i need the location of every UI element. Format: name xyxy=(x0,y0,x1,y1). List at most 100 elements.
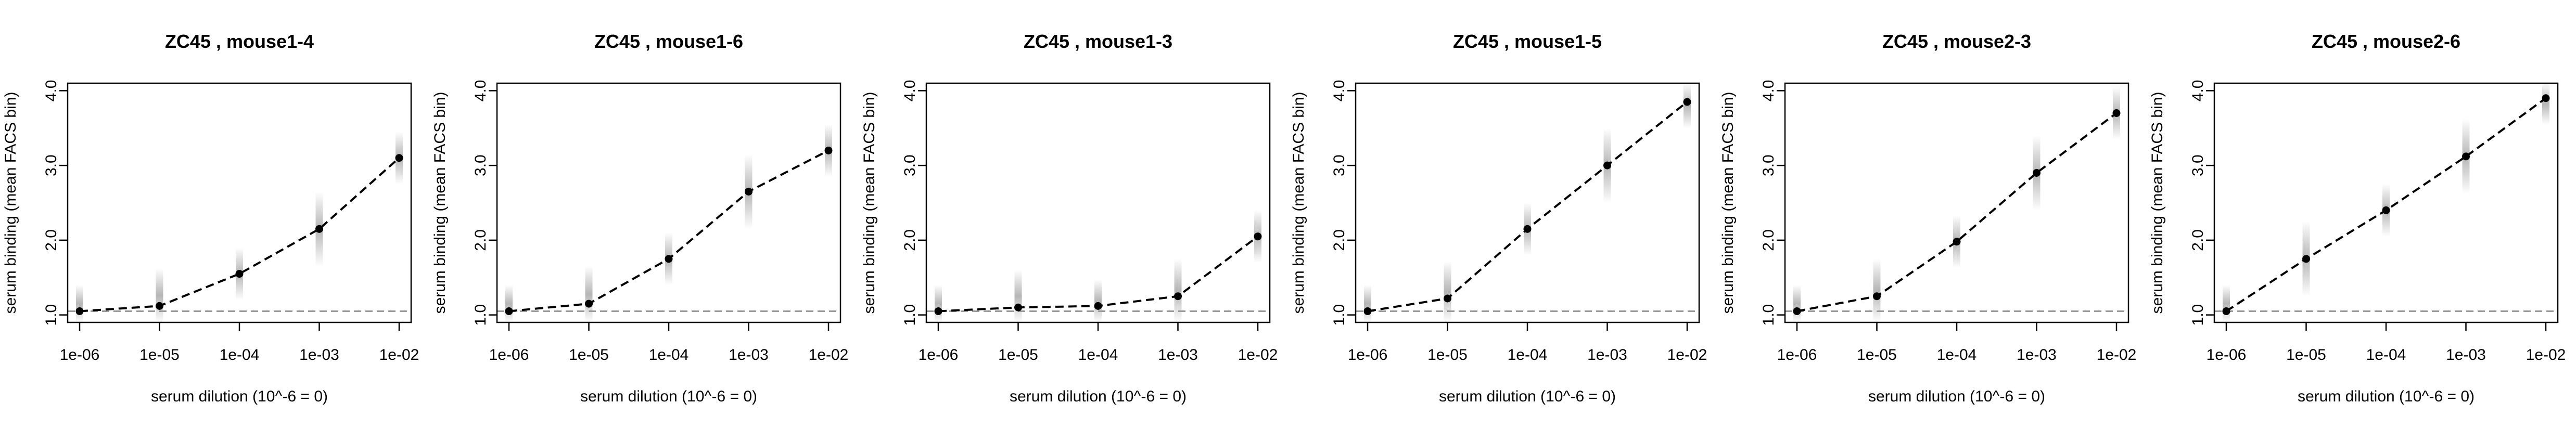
chart-title: ZC45 , mouse1-4 xyxy=(165,31,314,52)
y-axis-label: serum binding (mean FACS bin) xyxy=(1290,92,1307,314)
x-tick-label: 1e-03 xyxy=(729,346,769,363)
x-tick-label: 1e-06 xyxy=(489,346,529,363)
series-line xyxy=(79,157,400,313)
y-tick-label: 4.0 xyxy=(43,80,60,102)
x-tick-label: 1e-02 xyxy=(2526,346,2566,363)
chart-title: ZC45 , mouse2-3 xyxy=(1882,31,2031,52)
data-point xyxy=(1254,232,1262,241)
y-tick-label: 2.0 xyxy=(1331,229,1348,251)
distribution-band xyxy=(1873,258,1881,322)
y-tick-label: 1.0 xyxy=(901,304,919,326)
x-tick-label: 1e-02 xyxy=(1238,346,1278,363)
x-tick-label: 1e-05 xyxy=(998,346,1038,363)
x-tick-label: 1e-05 xyxy=(2286,346,2326,363)
data-point xyxy=(1094,302,1102,310)
x-tick-label: 1e-04 xyxy=(1078,346,1118,363)
chart-panel: ZC45 , mouse1-5 1e-06 1e-05 1e-04 1e-03 1e-02… xyxy=(1290,31,1707,405)
data-point xyxy=(1953,238,1961,246)
chart-title: ZC45 , mouse1-5 xyxy=(1453,31,1602,52)
chart-title: ZC45 , mouse2-6 xyxy=(2312,31,2460,52)
x-tick-label: 1e-05 xyxy=(1857,346,1897,363)
distribution-band xyxy=(1094,280,1102,322)
y-tick-label: 3.0 xyxy=(1331,154,1348,176)
x-tick-label: 1e-03 xyxy=(1158,346,1198,363)
distribution-band xyxy=(1364,285,1371,322)
x-tick-label: 1e-06 xyxy=(2207,346,2247,363)
data-point xyxy=(1873,292,1881,301)
chart-panel: ZC45 , mouse1-4 1e-06 1e-05 1e-04 1e-03 1e-02… xyxy=(2,31,419,405)
data-point xyxy=(934,307,942,315)
data-point xyxy=(2222,307,2230,315)
y-axis-label: serum binding (mean FACS bin) xyxy=(2,92,19,314)
x-axis-label: serum dilution (10^-6 = 0) xyxy=(1868,388,2045,405)
data-point xyxy=(1444,294,1451,303)
x-tick-label: 1e-05 xyxy=(1427,346,1468,363)
x-tick-label: 1e-03 xyxy=(2446,346,2486,363)
y-tick-label: 1.0 xyxy=(2189,304,2207,326)
data-point xyxy=(1603,161,1611,170)
y-tick-label: 2.0 xyxy=(43,229,60,251)
x-axis-label: serum dilution (10^-6 = 0) xyxy=(580,388,757,405)
distribution-band xyxy=(76,285,83,322)
data-point xyxy=(1174,292,1182,301)
x-tick-label: 1e-06 xyxy=(1777,346,1817,363)
data-point xyxy=(315,225,323,233)
x-tick-label: 1e-02 xyxy=(1667,346,1707,363)
y-axis-label: serum binding (mean FACS bin) xyxy=(861,92,878,314)
x-axis-label: serum dilution (10^-6 = 0) xyxy=(1010,388,1187,405)
data-point xyxy=(665,255,673,263)
data-point xyxy=(2033,169,2041,177)
y-axis-label: serum binding (mean FACS bin) xyxy=(1719,92,1737,314)
x-tick-label: 1e-06 xyxy=(1348,346,1388,363)
y-tick-label: 2.0 xyxy=(1760,229,1777,251)
x-tick-label: 1e-05 xyxy=(569,346,609,363)
plot-frame xyxy=(1784,82,2129,323)
data-point xyxy=(2112,109,2121,117)
data-point xyxy=(824,146,833,154)
plot-frame xyxy=(496,82,841,323)
y-tick-label: 4.0 xyxy=(2189,80,2207,102)
y-tick-label: 2.0 xyxy=(901,229,919,251)
data-point xyxy=(2462,152,2470,161)
y-tick-label: 1.0 xyxy=(1331,304,1348,326)
x-axis-label: serum dilution (10^-6 = 0) xyxy=(2298,388,2475,405)
x-tick-label: 1e-04 xyxy=(220,346,260,363)
x-tick-label: 1e-06 xyxy=(919,346,959,363)
chart-title: ZC45 , mouse1-6 xyxy=(594,31,743,52)
y-tick-label: 3.0 xyxy=(2189,154,2207,176)
y-tick-label: 4.0 xyxy=(472,80,489,102)
x-tick-label: 1e-03 xyxy=(1587,346,1627,363)
distribution-band xyxy=(2542,83,2549,125)
series-line xyxy=(1796,112,2118,313)
y-tick-label: 4.0 xyxy=(1331,80,1348,102)
y-tick-label: 1.0 xyxy=(43,304,60,326)
data-point xyxy=(2542,94,2550,102)
data-point xyxy=(1793,307,1801,315)
y-tick-label: 3.0 xyxy=(1760,154,1777,176)
chart-panel: ZC45 , mouse2-6 1e-06 1e-05 1e-04 1e-03 1e-02… xyxy=(2149,31,2566,405)
y-tick-label: 3.0 xyxy=(43,154,60,176)
x-tick-label: 1e-04 xyxy=(2366,346,2406,363)
data-point xyxy=(1014,303,1022,311)
x-tick-label: 1e-04 xyxy=(1508,346,1548,363)
data-point xyxy=(745,187,753,196)
distribution-band xyxy=(2223,285,2230,322)
y-axis-label: serum binding (mean FACS bin) xyxy=(2149,92,2166,314)
x-tick-label: 1e-02 xyxy=(2097,346,2137,363)
data-point xyxy=(395,154,403,162)
distribution-band xyxy=(1444,261,1451,322)
x-tick-label: 1e-02 xyxy=(809,346,849,363)
data-point xyxy=(2302,255,2310,263)
data-point xyxy=(2382,206,2390,214)
x-tick-label: 1e-03 xyxy=(2017,346,2057,363)
data-point xyxy=(75,307,84,315)
series-line xyxy=(508,149,829,313)
x-tick-label: 1e-03 xyxy=(299,346,339,363)
data-point xyxy=(1683,98,1691,106)
distribution-band xyxy=(505,285,513,322)
y-tick-label: 1.0 xyxy=(1760,304,1777,326)
x-axis-label: serum dilution (10^-6 = 0) xyxy=(1439,388,1616,405)
y-tick-label: 2.0 xyxy=(2189,229,2207,251)
x-tick-label: 1e-04 xyxy=(1937,346,1977,363)
